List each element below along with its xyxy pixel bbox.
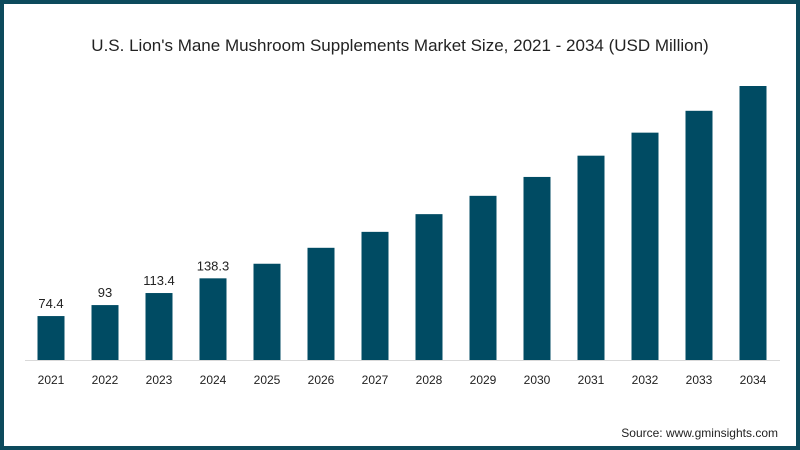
x-tick-label: 2031	[578, 373, 605, 387]
bar-2028	[415, 214, 443, 360]
bar-2026	[307, 247, 335, 360]
bar-2021	[37, 316, 65, 360]
x-tick-label: 2033	[686, 373, 713, 387]
bar-2032	[631, 132, 659, 360]
x-tick-label: 2024	[200, 373, 227, 387]
bar-2023	[145, 293, 173, 360]
bar-2022	[91, 305, 119, 360]
data-label: 138.3	[197, 258, 230, 273]
bar-2029	[469, 195, 497, 360]
data-label: 113.4	[143, 273, 175, 288]
x-tick-label: 2022	[92, 373, 119, 387]
x-tick-label: 2030	[524, 373, 551, 387]
x-tick-label: 2026	[308, 373, 335, 387]
chart-title: U.S. Lion's Mane Mushroom Supplements Ma…	[91, 36, 709, 55]
data-label: 93	[98, 285, 112, 300]
bar-2033	[685, 110, 713, 360]
bar-2034	[739, 86, 767, 360]
bar-2027	[361, 231, 389, 360]
x-tick-label: 2023	[146, 373, 173, 387]
x-tick-label: 2028	[416, 373, 443, 387]
bar-2030	[523, 176, 551, 360]
x-tick-label: 2025	[254, 373, 281, 387]
x-tick-label: 2029	[470, 373, 497, 387]
bar-2031	[577, 155, 605, 360]
x-tick-label: 2021	[38, 373, 65, 387]
source-note: Source: www.gminsights.com	[621, 426, 778, 440]
bar-2025	[253, 263, 281, 360]
x-tick-label: 2027	[362, 373, 389, 387]
data-label: 74.4	[38, 296, 63, 311]
bar-2024	[199, 278, 227, 360]
x-tick-label: 2032	[632, 373, 659, 387]
x-tick-label: 2034	[740, 373, 767, 387]
